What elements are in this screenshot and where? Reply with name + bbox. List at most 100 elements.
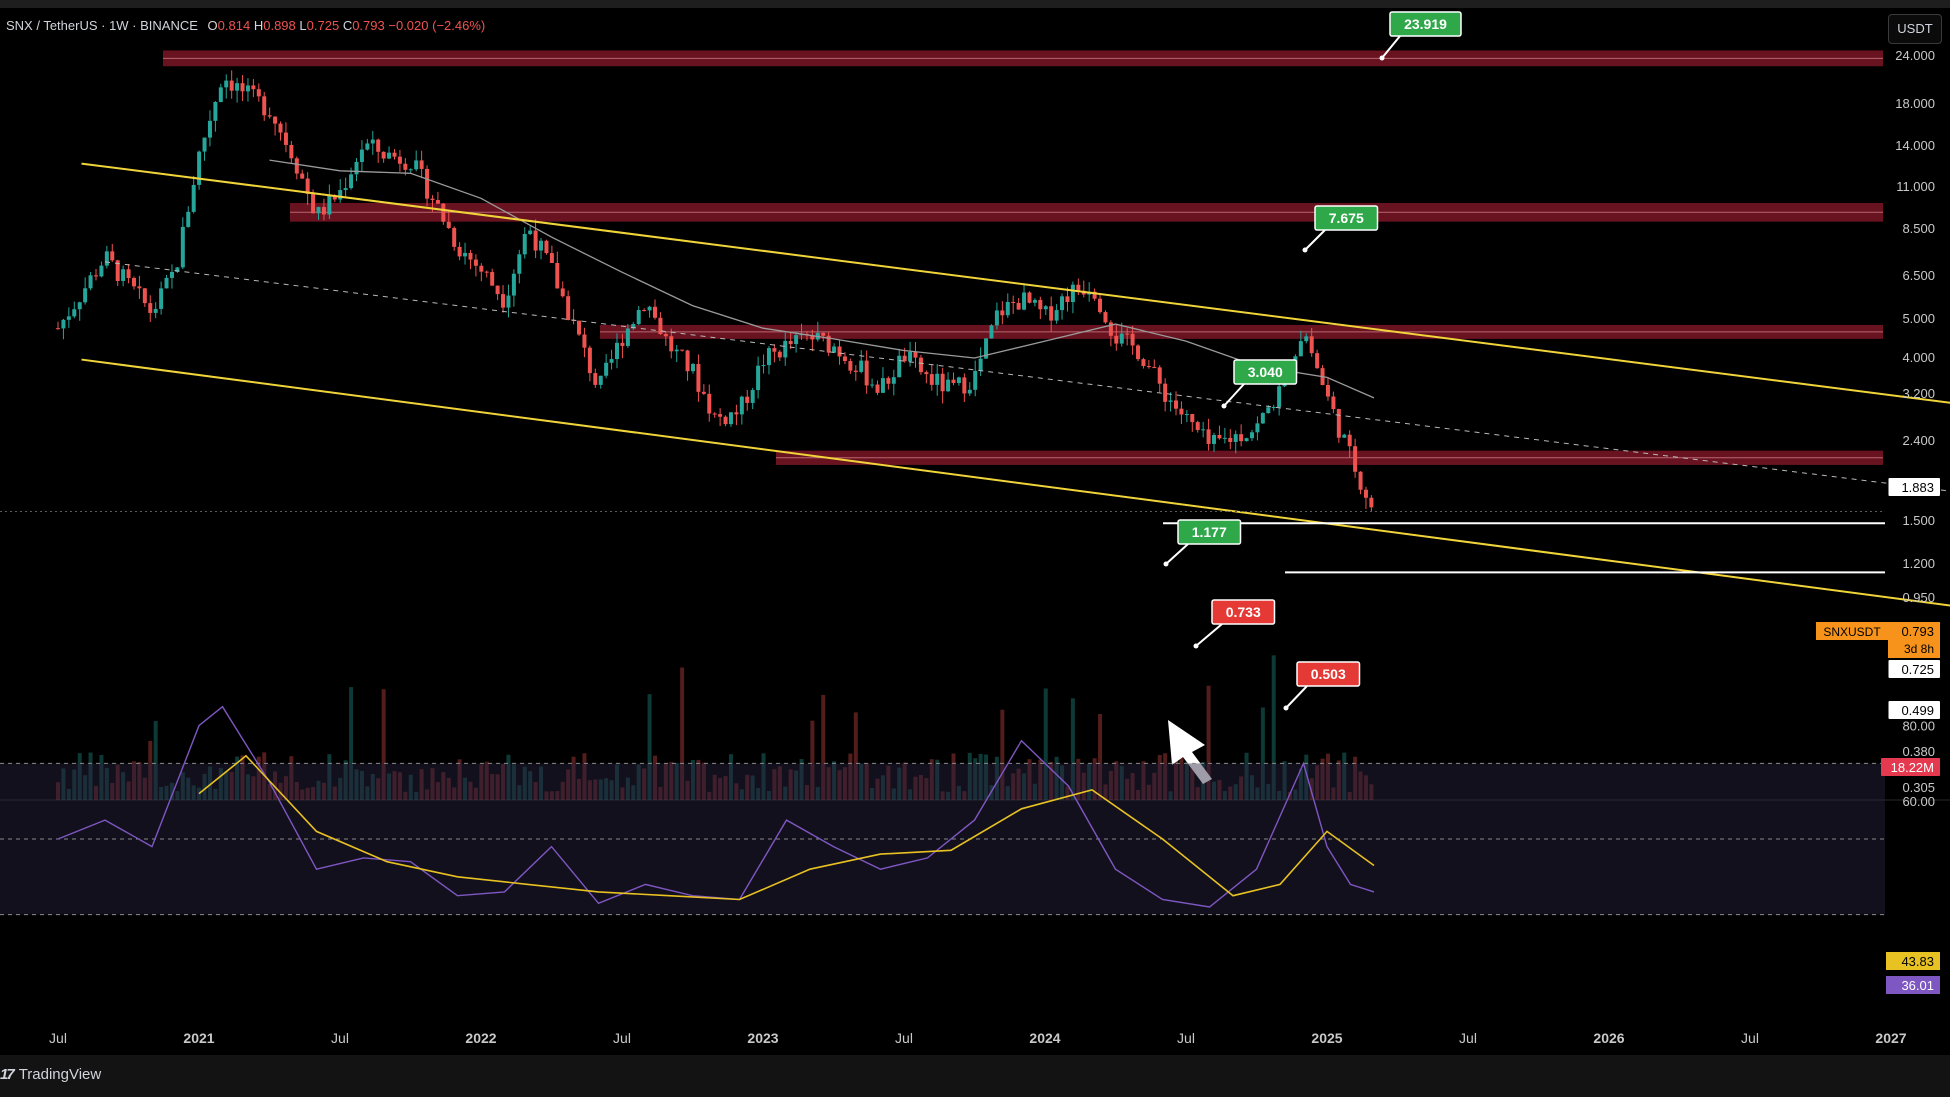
candle	[159, 288, 164, 309]
candle	[875, 384, 880, 393]
volume-bar	[750, 775, 755, 800]
volume-bar	[191, 785, 196, 800]
candle	[1060, 296, 1065, 311]
volume-bar	[848, 753, 853, 800]
volume-bar	[544, 791, 549, 800]
candle	[191, 184, 196, 212]
candle	[72, 309, 77, 317]
candle	[1298, 341, 1303, 357]
volume-bar	[718, 777, 723, 800]
volume-bar	[316, 780, 321, 800]
candle	[484, 271, 489, 273]
volume-bar	[1103, 784, 1108, 800]
target-label-box	[1233, 359, 1298, 385]
currency-button[interactable]: USDT	[1888, 14, 1942, 44]
candle	[1233, 434, 1238, 442]
candle	[870, 384, 875, 386]
volume-bar	[1098, 713, 1103, 800]
candle	[1271, 407, 1276, 409]
candle	[1146, 366, 1151, 368]
low-label: L	[299, 18, 307, 33]
volume-bar	[1146, 784, 1151, 800]
candle	[495, 285, 500, 295]
volume-bar	[647, 694, 652, 800]
volume-bar	[734, 783, 739, 800]
candle	[235, 83, 240, 91]
candle	[1260, 413, 1265, 424]
volume-bar	[1304, 754, 1309, 800]
price-axis: 24.000 18.000 14.000 11.000 8.500 6.500 5.000 4…	[1816, 48, 1940, 795]
candle	[1152, 367, 1157, 369]
volume-bar	[723, 776, 728, 800]
volume-bar	[142, 777, 147, 800]
volume-bar	[1125, 778, 1130, 800]
candle	[1277, 386, 1282, 408]
volume-bar	[294, 781, 299, 800]
candle	[93, 275, 98, 277]
candle	[403, 163, 408, 170]
candle	[794, 335, 799, 345]
volume-bar	[1022, 773, 1027, 800]
volume-bar	[126, 781, 131, 800]
footer-bar	[0, 1055, 1950, 1097]
target-label-box	[1177, 519, 1242, 545]
candle	[463, 252, 468, 257]
volume-bar	[745, 774, 750, 800]
candle	[1174, 400, 1179, 409]
volume-bar	[940, 791, 945, 800]
current-price-tag: 0.793	[1901, 624, 1934, 639]
candle	[826, 335, 831, 353]
candle	[761, 365, 766, 367]
volume-bar	[77, 753, 82, 800]
volume-bar	[218, 767, 223, 800]
volume-bar	[1184, 762, 1189, 800]
channel-upper-line	[81, 162, 1950, 404]
candle	[131, 278, 136, 287]
volume-bar	[598, 779, 603, 800]
volume-bar	[978, 753, 983, 800]
volume-bar	[1266, 783, 1271, 800]
volume-bar	[408, 774, 413, 800]
price-tag-bg	[1888, 660, 1940, 678]
window-top-bar	[0, 0, 1950, 8]
candle	[566, 296, 571, 320]
volume-bar	[278, 782, 283, 800]
candle	[859, 360, 864, 372]
candle	[539, 240, 544, 251]
candle	[1000, 310, 1005, 316]
candle	[338, 190, 343, 200]
candle	[387, 152, 392, 159]
candle	[1228, 437, 1233, 442]
volume-bar	[321, 782, 326, 800]
tradingview-brand[interactable]: 17 TradingView	[0, 1066, 101, 1083]
target-label-text: 0.503	[1311, 666, 1346, 682]
candle	[321, 207, 326, 215]
volume-bar	[115, 764, 120, 800]
candle	[267, 115, 272, 117]
volume-bar	[891, 788, 896, 800]
candle	[283, 132, 288, 145]
target-anchor-dot	[1302, 247, 1308, 253]
candle	[245, 85, 250, 92]
candle	[1119, 333, 1124, 344]
candle	[397, 156, 402, 164]
candle	[1032, 299, 1037, 303]
candle	[490, 272, 495, 286]
channel-mid-line	[104, 261, 1950, 492]
time-tick-label: 2027	[1875, 1030, 1906, 1046]
volume-bar	[1320, 758, 1325, 800]
candle	[88, 275, 93, 289]
volume-bar	[251, 776, 256, 800]
candle	[1342, 434, 1347, 438]
volume-bar	[1011, 773, 1016, 800]
candle	[142, 288, 147, 304]
volume-bar	[137, 762, 142, 800]
candle	[880, 378, 885, 393]
candle	[962, 377, 967, 394]
candle	[311, 193, 316, 214]
volume-bar	[354, 769, 359, 800]
volume-bar	[473, 787, 478, 800]
symbol-tag: SNXUSDT	[1823, 625, 1881, 639]
target-anchor-dot	[1221, 403, 1227, 409]
